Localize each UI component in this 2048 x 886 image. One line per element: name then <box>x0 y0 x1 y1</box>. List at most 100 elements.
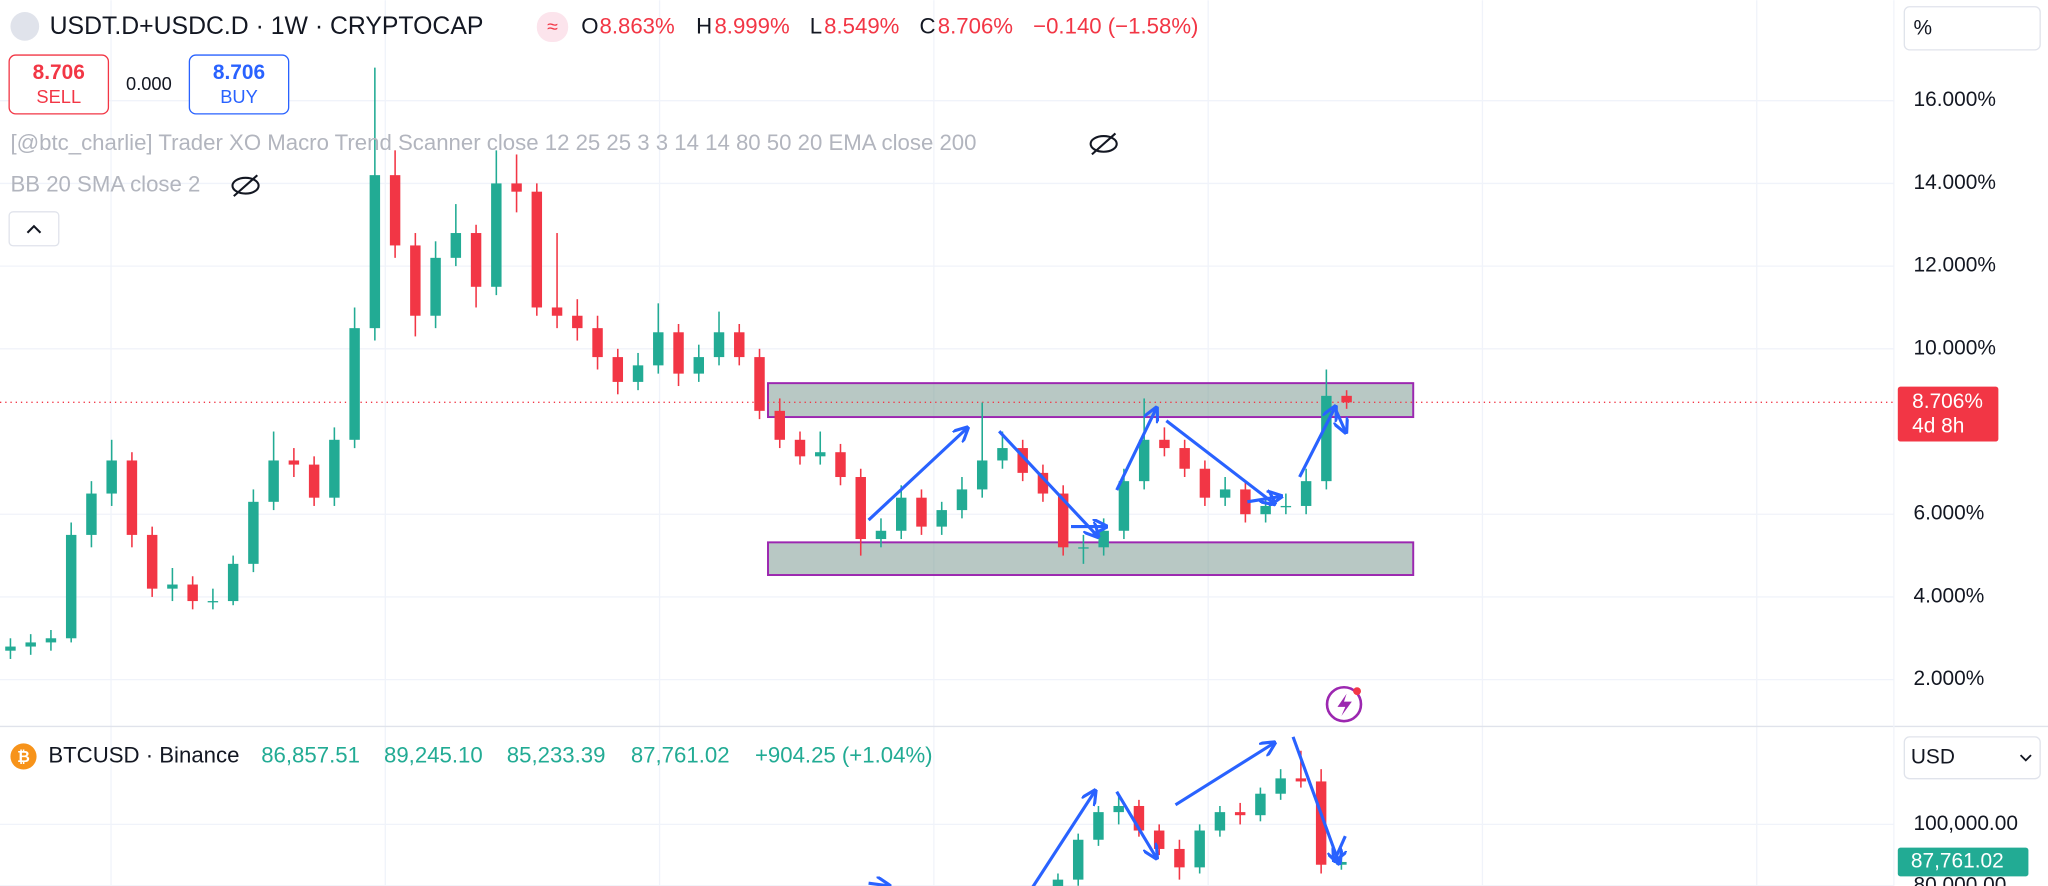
symbol-icon <box>10 11 40 41</box>
candle-body <box>187 584 198 602</box>
btc-ohlc: 87,761.02 <box>631 742 730 767</box>
ohlc-value: 8.706% <box>938 14 1013 39</box>
drawn-arrows <box>867 408 1346 886</box>
candle-body <box>976 460 988 490</box>
candle-body <box>25 642 36 647</box>
candle-body <box>389 175 401 246</box>
candle-body <box>754 357 765 411</box>
y-tick-label: 16.000% <box>1913 88 1995 111</box>
range-zone <box>767 382 1415 419</box>
alert-bolt <box>1337 693 1352 716</box>
btc-change: +904.25 (+1.04%) <box>755 742 933 767</box>
candle-body <box>1093 812 1104 840</box>
candle-body <box>491 183 502 287</box>
candle-body <box>227 563 239 602</box>
candle-body <box>1159 439 1170 449</box>
status-icon: ≈ <box>547 16 558 38</box>
y-tick-label: 80,000.00 <box>1913 873 2006 886</box>
ohlc-key: L <box>810 14 822 39</box>
ohlc-key: H <box>696 14 712 39</box>
candle-body <box>106 460 117 494</box>
countdown: 4d 8h <box>1912 415 1964 438</box>
candle-body <box>248 501 259 564</box>
candle-body <box>855 477 866 540</box>
sell-label: SELL <box>36 86 81 107</box>
collapse-button[interactable] <box>8 211 60 247</box>
price-tag <box>1897 847 2029 877</box>
sell-button[interactable] <box>8 54 110 115</box>
candle-body <box>349 328 360 440</box>
candle-body <box>1037 472 1049 494</box>
candle-body <box>1280 505 1292 508</box>
candle-body <box>1113 805 1124 813</box>
candle-body <box>1052 879 1064 886</box>
hide-icon[interactable] <box>1089 132 1118 156</box>
ohlc-value: 8.999% <box>714 14 789 39</box>
candle-body <box>551 307 563 316</box>
change: −0.140 (−1.58%) <box>1033 14 1198 39</box>
candle-body <box>1321 395 1332 482</box>
hide-icon[interactable] <box>231 174 260 197</box>
candle-body <box>1341 395 1352 403</box>
status-badge[interactable] <box>536 11 569 43</box>
candle-body <box>713 332 725 358</box>
candle-body <box>1078 547 1089 549</box>
btc-title: BTCUSD · Binance <box>48 742 239 767</box>
sell-price: 8.706 <box>33 61 85 84</box>
candle-body <box>936 510 947 527</box>
candle-body <box>632 365 644 382</box>
candle-body <box>410 245 421 316</box>
ohlc-value: 8.549% <box>824 14 899 39</box>
unit-menu-label: % <box>1913 16 1932 39</box>
candle-body <box>896 497 907 531</box>
candle-body <box>1300 481 1312 506</box>
tags-layer: 16.000% 14.000% 12.000% 10.000% 6.000% 4.000%… <box>1897 88 2029 886</box>
candle-body <box>369 175 381 329</box>
candle-body <box>268 460 279 502</box>
y-tick-label: 4.000% <box>1913 584 1984 607</box>
candle-body <box>1118 481 1130 531</box>
buy-label: BUY <box>220 86 258 107</box>
candle-body <box>693 357 704 374</box>
price-tag-label: 87,761.02 <box>1911 849 2004 872</box>
price-tag-label: 8.706% <box>1912 390 1983 413</box>
ohlc-value: 8.863% <box>600 14 675 39</box>
candle-body <box>167 584 178 589</box>
candle-body <box>612 357 624 382</box>
candle-body <box>1260 505 1271 515</box>
candle-body <box>1295 778 1307 782</box>
y-tick-label: 10.000% <box>1913 336 1995 359</box>
candle-body <box>734 332 745 358</box>
y-tick-label: 2.000% <box>1913 667 1984 690</box>
candle-body <box>1057 493 1069 548</box>
indicator-label[interactable]: BB 20 SMA close 2 <box>10 172 200 197</box>
candle-body <box>1275 778 1286 794</box>
candle-body <box>1240 489 1251 515</box>
candle-body <box>774 410 785 440</box>
candle-body <box>1214 812 1226 831</box>
buy-price: 8.706 <box>213 61 265 84</box>
indicator-label[interactable]: [@btc_charlie] Trader XO Macro Trend Sca… <box>10 130 976 155</box>
btc-icon-glyph: ₿ <box>17 748 30 766</box>
currency-menu[interactable] <box>1903 736 2041 780</box>
candle-body <box>45 638 57 643</box>
collapse-icon <box>26 224 42 234</box>
candle-body <box>997 448 1008 461</box>
candle-body <box>653 332 664 366</box>
candle-body <box>65 534 77 639</box>
buy-button[interactable] <box>188 54 290 115</box>
candle-body <box>1219 489 1231 498</box>
candle-body <box>329 439 340 498</box>
zones-layer <box>0 382 1894 576</box>
candle-body <box>572 315 583 329</box>
candle-body <box>450 233 462 258</box>
candle-body <box>1072 839 1084 880</box>
candle-body <box>1179 448 1190 469</box>
candle-body <box>511 183 522 192</box>
unit-menu[interactable] <box>1903 6 2041 51</box>
candle-body <box>956 489 968 511</box>
y-tick-label: 14.000% <box>1913 171 1995 194</box>
candle-body <box>1098 530 1109 548</box>
candle-body <box>86 493 97 535</box>
